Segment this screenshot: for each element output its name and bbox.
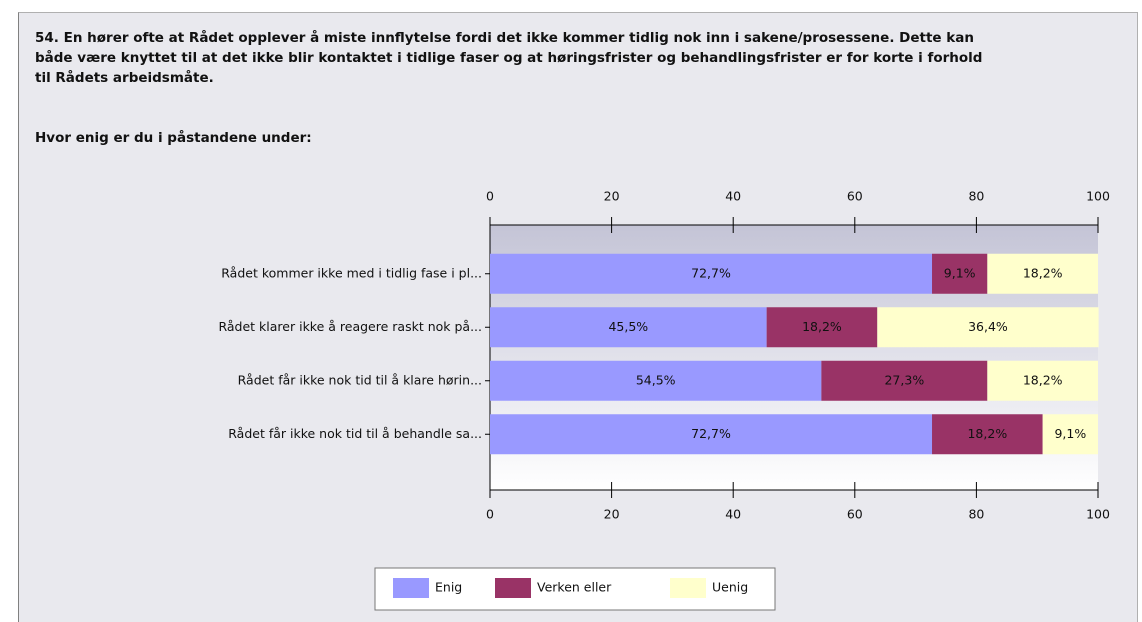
bar-segment xyxy=(877,307,1099,348)
legend-swatch xyxy=(670,578,706,598)
x-tick-label-top: 20 xyxy=(604,189,620,204)
x-tick-label-bottom: 40 xyxy=(725,507,741,522)
y-tick-label: Rådet får ikke nok tid til å behandle sa… xyxy=(228,426,482,441)
bar-segment xyxy=(766,307,878,348)
data-label: 54,5% xyxy=(636,372,676,387)
bar-segment xyxy=(987,253,1098,294)
legend-box xyxy=(374,567,776,611)
y-tick-label: Rådet får ikke nok tid til å klare hørin… xyxy=(238,372,482,387)
data-label: 18,2% xyxy=(1023,265,1063,280)
data-label: 36,4% xyxy=(968,319,1008,334)
x-tick-label-top: 60 xyxy=(847,189,863,204)
legend-swatch xyxy=(495,578,531,598)
legend-label: Verken eller xyxy=(537,580,612,595)
x-tick-label-top: 0 xyxy=(486,189,494,204)
x-tick-label-bottom: 0 xyxy=(486,507,494,522)
bar-segment xyxy=(490,360,822,401)
bar-segment xyxy=(490,307,767,348)
x-tick-label-top: 80 xyxy=(968,189,984,204)
data-label: 18,2% xyxy=(1023,372,1063,387)
x-tick-label-top: 100 xyxy=(1086,189,1110,204)
data-label: 9,1% xyxy=(944,265,976,280)
bar-segment xyxy=(490,414,933,455)
chart-title: 54. En hører ofte at Rådet opplever å mi… xyxy=(35,30,983,86)
data-label: 45,5% xyxy=(608,319,648,334)
legend-label: Uenig xyxy=(712,580,748,595)
bar-segment xyxy=(932,414,1043,455)
x-tick-label-bottom: 20 xyxy=(604,507,620,522)
chart-subtitle: Hvor enig er du i påstandene under: xyxy=(35,130,312,146)
y-tick-label: Rådet kommer ikke med i tidlig fase i pl… xyxy=(221,265,482,280)
data-label: 72,7% xyxy=(691,265,731,280)
y-tick-label: Rådet klarer ikke å reagere raskt nok på… xyxy=(218,319,482,334)
legend-swatch xyxy=(393,578,429,598)
bar-segment xyxy=(987,360,1098,401)
data-label: 18,2% xyxy=(802,319,842,334)
data-label: 72,7% xyxy=(691,426,731,441)
x-tick-label-bottom: 100 xyxy=(1086,507,1110,522)
x-tick-label-top: 40 xyxy=(725,189,741,204)
data-label: 9,1% xyxy=(1054,426,1086,441)
bar-segment xyxy=(1042,414,1098,455)
x-tick-label-bottom: 60 xyxy=(847,507,863,522)
x-tick-label-bottom: 80 xyxy=(968,507,984,522)
data-label: 27,3% xyxy=(884,372,924,387)
data-label: 18,2% xyxy=(967,426,1007,441)
legend-label: Enig xyxy=(435,580,462,595)
bar-segment xyxy=(490,253,933,294)
bar-segment xyxy=(932,253,988,294)
bar-segment xyxy=(821,360,988,401)
